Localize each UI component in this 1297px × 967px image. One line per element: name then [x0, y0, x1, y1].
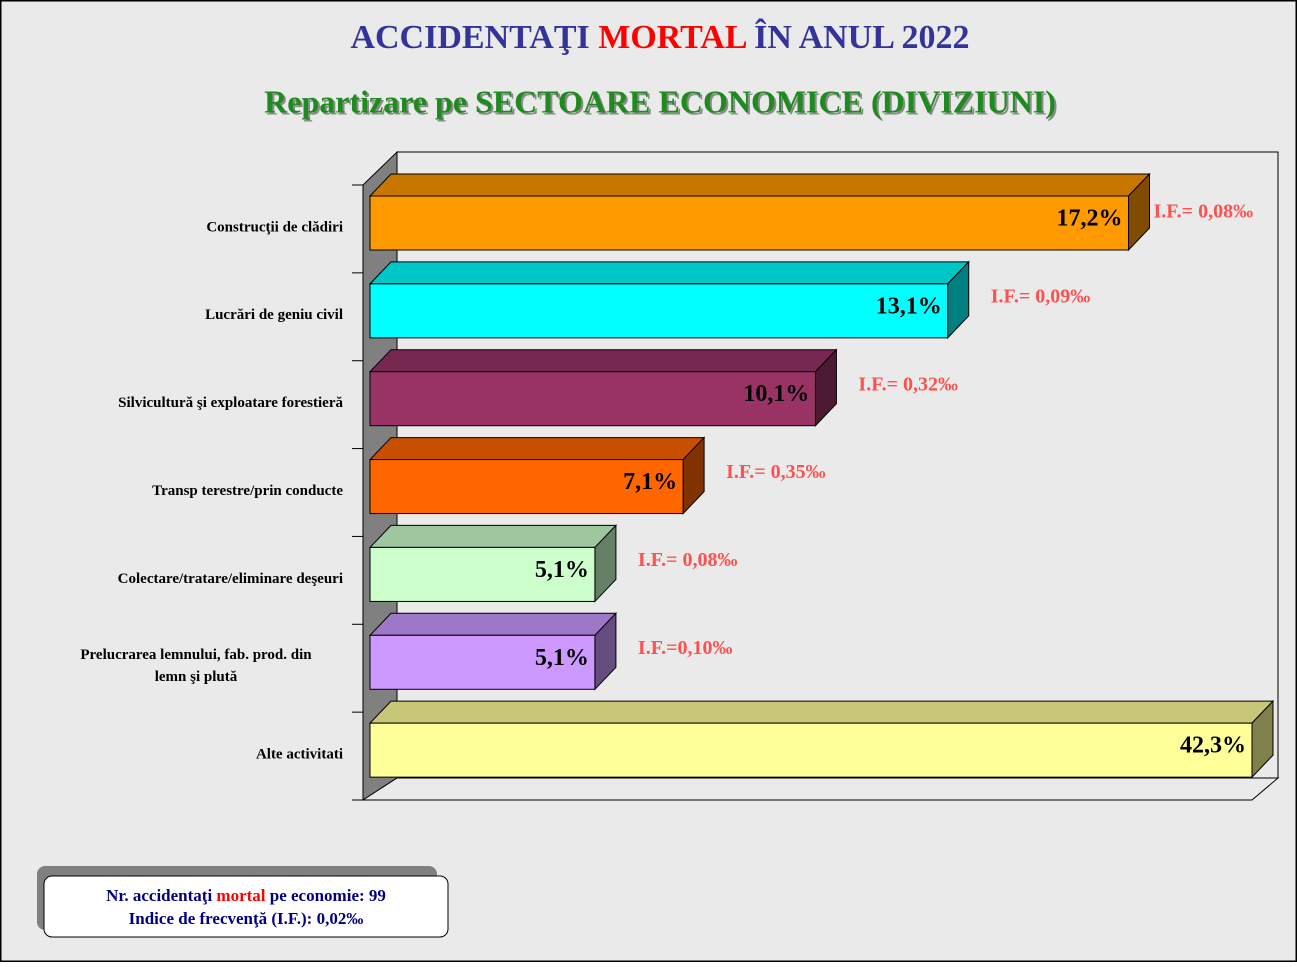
- bar-top: [368, 612, 618, 636]
- bar-top: [368, 173, 1151, 197]
- bar: [369, 459, 684, 515]
- annotation: I.F.= 0,35‰: [726, 461, 826, 483]
- value-label: 10,1%: [743, 381, 809, 407]
- bar: [369, 634, 596, 690]
- bar: [369, 283, 949, 339]
- category-label: Prelucrarea lemnului, fab. prod. din lemn…: [80, 648, 312, 686]
- footer-part: mortal: [216, 886, 265, 905]
- bar-top: [368, 700, 1275, 724]
- footer-line: Nr. accidentaţi mortal pe economie: 99: [106, 886, 386, 905]
- category-label: Transp terestre/prin conducte: [152, 483, 343, 499]
- bar-top: [368, 524, 618, 548]
- footer-part: pe economie: 99: [270, 886, 386, 905]
- bar: [369, 722, 1253, 778]
- bar-top: [368, 349, 838, 373]
- value-label: 5,1%: [535, 557, 589, 583]
- bar: [369, 371, 816, 427]
- bar-top: [368, 261, 970, 285]
- annotation: I.F.= 0,09‰: [991, 285, 1091, 307]
- title-part: MORTAL: [598, 19, 747, 56]
- subtitle: Repartizare pe SECTOARE ECONOMICE (DIVIZ…: [264, 83, 1056, 119]
- value-label: 42,3%: [1180, 733, 1246, 759]
- footer-part: Nr. accidentaţi: [106, 886, 212, 905]
- category-label: Lucrări de geniu civil: [205, 307, 343, 323]
- bar: [369, 195, 1130, 251]
- annotation: I.F.= 0,08‰: [638, 549, 738, 571]
- bar: [369, 546, 596, 602]
- value-label: 17,2%: [1057, 206, 1123, 232]
- title-part: ÎN ANUL 2022: [754, 18, 969, 56]
- bar-top: [368, 437, 706, 461]
- category-label: Construcţii de clădiri: [206, 219, 343, 235]
- category-label: Silvicultură şi exploatare forestieră: [118, 395, 343, 411]
- annotation: I.F.= 0,08‰: [1154, 201, 1254, 223]
- annotation: I.F.= 0,32‰: [858, 373, 958, 395]
- footer-box: [43, 875, 449, 938]
- footer-line: Indice de frecvenţă (I.F.): 0,02‰: [129, 909, 364, 928]
- annotation: I.F.=0,10‰: [638, 637, 733, 659]
- floor: [361, 777, 1280, 801]
- category-label: Colectare/tratare/eliminare deşeuri: [118, 571, 343, 587]
- subtitle-shadow: Repartizare pe SECTOARE ECONOMICE (DIVIZ…: [266, 85, 1058, 121]
- chart-title: ACCIDENTAŢI MORTAL ÎN ANUL 2022: [350, 18, 969, 56]
- value-label: 5,1%: [535, 645, 589, 671]
- title-part: ACCIDENTAŢI: [350, 19, 589, 56]
- category-label: Alte activitati: [256, 747, 343, 763]
- value-label: 7,1%: [623, 469, 677, 495]
- value-label: 13,1%: [876, 293, 942, 319]
